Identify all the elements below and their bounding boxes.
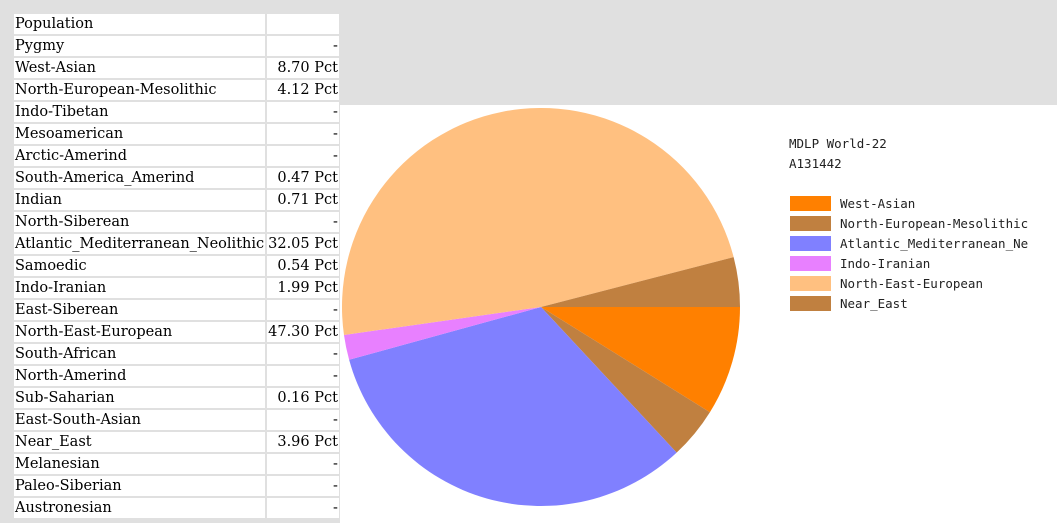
population-value: 47.30 Pct xyxy=(267,322,339,342)
population-value: - xyxy=(267,366,339,386)
population-name: East-South-Asian xyxy=(14,410,266,430)
table-row: Indo-Tibetan - xyxy=(14,102,339,122)
chart-title: MDLP World-22 xyxy=(789,136,887,151)
population-value: - xyxy=(267,212,339,232)
table-row: Samoedic 0.54 Pct xyxy=(14,256,339,276)
population-value: - xyxy=(267,300,339,320)
pie-slice-north-east-european xyxy=(341,107,734,335)
population-value: 0.16 Pct xyxy=(267,388,339,408)
pie-slice-north-european-mesolithic xyxy=(541,307,710,453)
population-value: - xyxy=(267,102,339,122)
population-name: Sub-Saharian xyxy=(14,388,266,408)
table-row: Near_East 3.96 Pct xyxy=(14,432,339,452)
population-name: Mesoamerican xyxy=(14,124,266,144)
legend: West-Asian North-European-Mesolithic Atlan… xyxy=(790,196,1028,311)
table-row: Pygmy - xyxy=(14,36,339,56)
legend-label: Near_East xyxy=(840,296,908,311)
population-value: 8.70 Pct xyxy=(267,58,339,78)
pie-slice-west-asian xyxy=(541,307,740,413)
population-name: Melanesian xyxy=(14,454,266,474)
population-name: Arctic-Amerind xyxy=(14,146,266,166)
table-row: Indo-Iranian 1.99 Pct xyxy=(14,278,339,298)
population-name: Indo-Iranian xyxy=(14,278,266,298)
table-header-row: Population xyxy=(14,14,339,34)
population-name: North-Siberean xyxy=(14,212,266,232)
table-row: North-East-European 47.30 Pct xyxy=(14,322,339,342)
table-row: South-African - xyxy=(14,344,339,364)
population-value: - xyxy=(267,146,339,166)
population-value: - xyxy=(267,454,339,474)
population-value: - xyxy=(267,344,339,364)
legend-swatch xyxy=(790,256,831,271)
population-value: - xyxy=(267,498,339,518)
legend-swatch xyxy=(790,216,831,231)
table-row: North-Siberean - xyxy=(14,212,339,232)
population-value: 3.96 Pct xyxy=(267,432,339,452)
population-name: North-Amerind xyxy=(14,366,266,386)
table-row: West-Asian 8.70 Pct xyxy=(14,58,339,78)
population-name: Austronesian xyxy=(14,498,266,518)
legend-label: North-European-Mesolithic xyxy=(840,216,1028,231)
pie-chart: MDLP World-22 A131442 West-Asian North-Eu… xyxy=(340,105,1057,523)
population-name: North-European-Mesolithic xyxy=(14,80,266,100)
population-name: Atlantic_Mediterranean_Neolithic xyxy=(14,234,266,254)
table-row: North-European-Mesolithic 4.12 Pct xyxy=(14,80,339,100)
legend-swatch xyxy=(790,296,831,311)
population-value: 1.99 Pct xyxy=(267,278,339,298)
population-value: - xyxy=(267,124,339,144)
population-name: North-East-European xyxy=(14,322,266,342)
population-name: Near_East xyxy=(14,432,266,452)
table-row: South-America_Amerind 0.47 Pct xyxy=(14,168,339,188)
table-row: East-Siberean - xyxy=(14,300,339,320)
population-value: 4.12 Pct xyxy=(267,80,339,100)
population-value: - xyxy=(267,410,339,430)
pie-chart-area: MDLP World-22 A131442 West-Asian North-Eu… xyxy=(340,105,1057,523)
legend-swatch xyxy=(790,276,831,291)
legend-label: West-Asian xyxy=(840,196,915,211)
chart-subtitle: A131442 xyxy=(789,156,842,171)
table-row: Atlantic_Mediterranean_Neolithic 32.05 Pc… xyxy=(14,234,339,254)
table-row: Indian 0.71 Pct xyxy=(14,190,339,210)
population-name: Indian xyxy=(14,190,266,210)
population-name: Pygmy xyxy=(14,36,266,56)
legend-label: Atlantic_Mediterranean_Ne xyxy=(840,236,1028,251)
population-value: 0.47 Pct xyxy=(267,168,339,188)
population-table: Population Pygmy - West-Asian 8.70 Pct North-… xyxy=(12,12,341,520)
table-row: Melanesian - xyxy=(14,454,339,474)
population-value: - xyxy=(267,36,339,56)
table-row: Austronesian - xyxy=(14,498,339,518)
population-value: 0.54 Pct xyxy=(267,256,339,276)
table-row: East-South-Asian - xyxy=(14,410,339,430)
table-row: Paleo-Siberian - xyxy=(14,476,339,496)
table-row: North-Amerind - xyxy=(14,366,339,386)
table-row: Arctic-Amerind - xyxy=(14,146,339,166)
pie-slice-atlantic-mediterranean-ne xyxy=(349,307,677,507)
column-header-population: Population xyxy=(14,14,266,34)
population-name: Paleo-Siberian xyxy=(14,476,266,496)
population-name: Samoedic xyxy=(14,256,266,276)
population-value: 32.05 Pct xyxy=(267,234,339,254)
pie-slice-near-east xyxy=(541,257,740,307)
table-row: Mesoamerican - xyxy=(14,124,339,144)
population-name: East-Siberean xyxy=(14,300,266,320)
legend-label: North-East-European xyxy=(840,276,983,291)
population-name: South-African xyxy=(14,344,266,364)
population-value: 0.71 Pct xyxy=(267,190,339,210)
table-row: Sub-Saharian 0.16 Pct xyxy=(14,388,339,408)
pie-slice-indo-iranian xyxy=(343,307,541,360)
population-name: West-Asian xyxy=(14,58,266,78)
legend-label: Indo-Iranian xyxy=(840,256,930,271)
population-value: - xyxy=(267,476,339,496)
legend-swatch xyxy=(790,196,831,211)
legend-swatch xyxy=(790,236,831,251)
column-header-value xyxy=(267,14,339,34)
population-name: South-America_Amerind xyxy=(14,168,266,188)
population-name: Indo-Tibetan xyxy=(14,102,266,122)
